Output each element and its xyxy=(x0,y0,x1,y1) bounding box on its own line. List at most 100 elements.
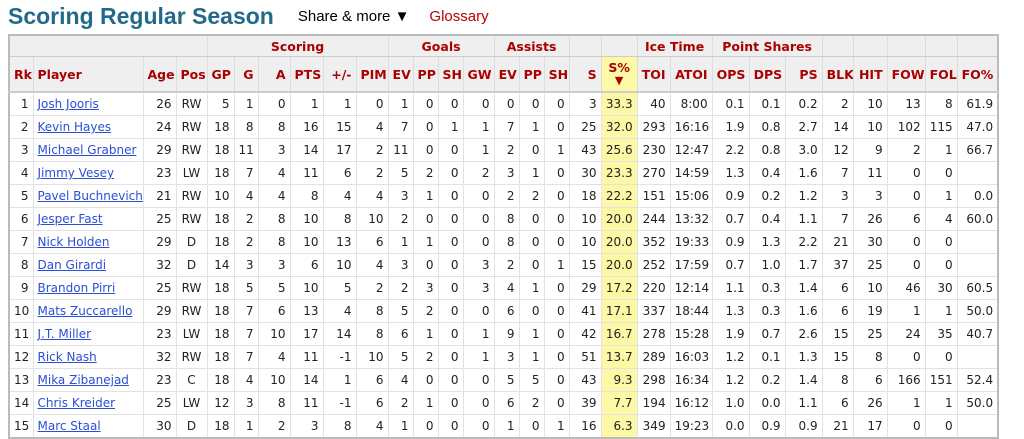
column-header-blk-24[interactable]: BLK xyxy=(821,56,854,93)
cell-g: 11 xyxy=(233,138,259,162)
cell-pp: 5 xyxy=(518,368,545,392)
column-header-fo-pct-28[interactable]: FO% xyxy=(956,56,999,93)
cell-dps: 0.2 xyxy=(748,368,786,392)
cell-plus-minus: 14 xyxy=(322,322,357,346)
cell-fol: 0 xyxy=(924,345,958,369)
column-header-age-2[interactable]: Age xyxy=(142,56,177,93)
share-and-more-menu[interactable]: Share & more ▼ xyxy=(297,7,410,25)
player-link[interactable]: Nick Holden xyxy=(37,235,110,249)
player-link[interactable]: Mats Zuccarello xyxy=(37,304,133,318)
cell-a: 8 xyxy=(257,391,291,415)
player-link[interactable]: Josh Jooris xyxy=(37,97,99,111)
cell-ev: 5 xyxy=(387,345,414,369)
player-link[interactable]: Chris Kreider xyxy=(37,396,116,410)
cell-fow: 6 xyxy=(886,207,926,231)
cell-fol: 151 xyxy=(924,368,958,392)
cell-blk: 15 xyxy=(821,322,854,346)
column-header-pos-3[interactable]: Pos xyxy=(175,56,208,93)
player-link[interactable]: J.T. Miller xyxy=(37,327,92,341)
player-link[interactable]: Marc Staal xyxy=(37,419,101,433)
cell-toi: 298 xyxy=(636,368,671,392)
column-header-pp-15[interactable]: PP xyxy=(518,56,545,93)
cell-ops: 0.0 xyxy=(711,414,750,439)
cell-pim: 10 xyxy=(355,345,389,369)
column-header-fol-27[interactable]: FOL xyxy=(924,56,958,93)
cell-fo-pct: 61.9 xyxy=(956,91,999,116)
player-link[interactable]: Pavel Buchnevich xyxy=(37,189,143,203)
player-link[interactable]: Michael Grabner xyxy=(37,143,137,157)
player-link[interactable]: Jesper Fast xyxy=(37,212,103,226)
column-header-sh-16[interactable]: SH xyxy=(543,56,570,93)
player-link[interactable]: Rick Nash xyxy=(37,350,97,364)
cell-sh: 0 xyxy=(437,138,464,162)
column-header-dps-22[interactable]: DPS xyxy=(748,56,786,93)
column-header-hit-25[interactable]: HIT xyxy=(852,56,888,93)
group-header xyxy=(821,34,854,57)
cell-plus-minus: 10 xyxy=(322,253,357,277)
column-header-g-5[interactable]: G xyxy=(233,56,259,93)
page-title: Scoring Regular Season xyxy=(8,2,274,29)
cell-hit: 8 xyxy=(852,345,888,369)
cell-sh: 0 xyxy=(543,91,570,116)
cell-ev: 5 xyxy=(387,299,414,323)
column-header-label: GW xyxy=(467,66,492,82)
cell-pp: 1 xyxy=(518,161,545,185)
glossary-link[interactable]: Glossary xyxy=(429,7,489,25)
cell-ev: 3 xyxy=(387,253,414,277)
section-header: Scoring Regular Season Share & more ▼ Gl… xyxy=(8,0,489,32)
player-link[interactable]: Jimmy Vesey xyxy=(37,166,115,180)
cell-pp: 2 xyxy=(518,184,545,208)
cell-pos: LW xyxy=(175,161,208,185)
column-header-gp-4[interactable]: GP xyxy=(206,56,235,93)
cell-ps: 1.1 xyxy=(784,391,823,415)
column-header-s-pct-18[interactable]: S% ▼ xyxy=(600,56,638,93)
cell-sh: 1 xyxy=(543,138,570,162)
cell-atoi: 19:33 xyxy=(669,230,713,254)
column-header-ops-21[interactable]: OPS xyxy=(711,56,750,93)
column-header-rk-0[interactable]: Rk xyxy=(8,56,34,93)
cell-player: Josh Jooris xyxy=(32,91,144,116)
table-row: 5 Pavel Buchnevich 21 RW 10 4 4 8 4 4 3 1 0 0 2 2 0 18 22.… xyxy=(8,184,999,208)
cell-s-pct: 20.0 xyxy=(600,207,638,231)
column-header-s-17[interactable]: S xyxy=(568,56,602,93)
cell-sh: 0 xyxy=(437,184,464,208)
cell-g: 7 xyxy=(233,345,259,369)
column-header-label: S% xyxy=(608,60,630,75)
cell-atoi: 18:44 xyxy=(669,299,713,323)
cell-blk: 3 xyxy=(821,184,854,208)
group-header xyxy=(600,34,638,57)
player-link[interactable]: Kevin Hayes xyxy=(37,120,112,134)
cell-sh: 0 xyxy=(543,230,570,254)
column-header-gw-13[interactable]: GW xyxy=(462,56,495,93)
player-link[interactable]: Dan Girardi xyxy=(37,258,107,272)
column-header-a-6[interactable]: A xyxy=(257,56,291,93)
column-header-ev-14[interactable]: EV xyxy=(493,56,520,93)
cell-fow: 24 xyxy=(886,322,926,346)
column-header-pp-11[interactable]: PP xyxy=(412,56,439,93)
cell-pim: 8 xyxy=(355,299,389,323)
column-header-toi-19[interactable]: TOI xyxy=(636,56,671,93)
column-header-plus-minus-8[interactable]: +/- xyxy=(322,56,357,93)
cell-fo-pct: 60.5 xyxy=(956,276,999,300)
cell-fol: 115 xyxy=(924,115,958,139)
column-header-ps-23[interactable]: PS xyxy=(784,56,823,93)
column-header-sh-12[interactable]: SH xyxy=(437,56,464,93)
cell-blk: 21 xyxy=(821,414,854,439)
column-header-fow-26[interactable]: FOW xyxy=(886,56,926,93)
column-header-pim-9[interactable]: PIM xyxy=(355,56,389,93)
cell-ps: 1.6 xyxy=(784,299,823,323)
cell-sh: 0 xyxy=(543,184,570,208)
table-row: 9 Brandon Pirri 25 RW 18 5 5 10 5 2 2 3 0 3 4 1 0 29 17.2 2… xyxy=(8,276,999,300)
cell-g: 7 xyxy=(233,299,259,323)
column-header-player-1[interactable]: Player xyxy=(32,56,144,93)
cell-pim: 4 xyxy=(355,184,389,208)
column-header-label: +/- xyxy=(331,66,352,82)
column-header-ev-10[interactable]: EV xyxy=(387,56,414,93)
player-link[interactable]: Mika Zibanejad xyxy=(37,373,129,387)
cell-sh: 0 xyxy=(437,253,464,277)
cell-age: 23 xyxy=(142,322,177,346)
player-link[interactable]: Brandon Pirri xyxy=(37,281,116,295)
cell-gw: 0 xyxy=(462,299,495,323)
column-header-atoi-20[interactable]: ATOI xyxy=(669,56,713,93)
column-header-pts-7[interactable]: PTS xyxy=(289,56,324,93)
